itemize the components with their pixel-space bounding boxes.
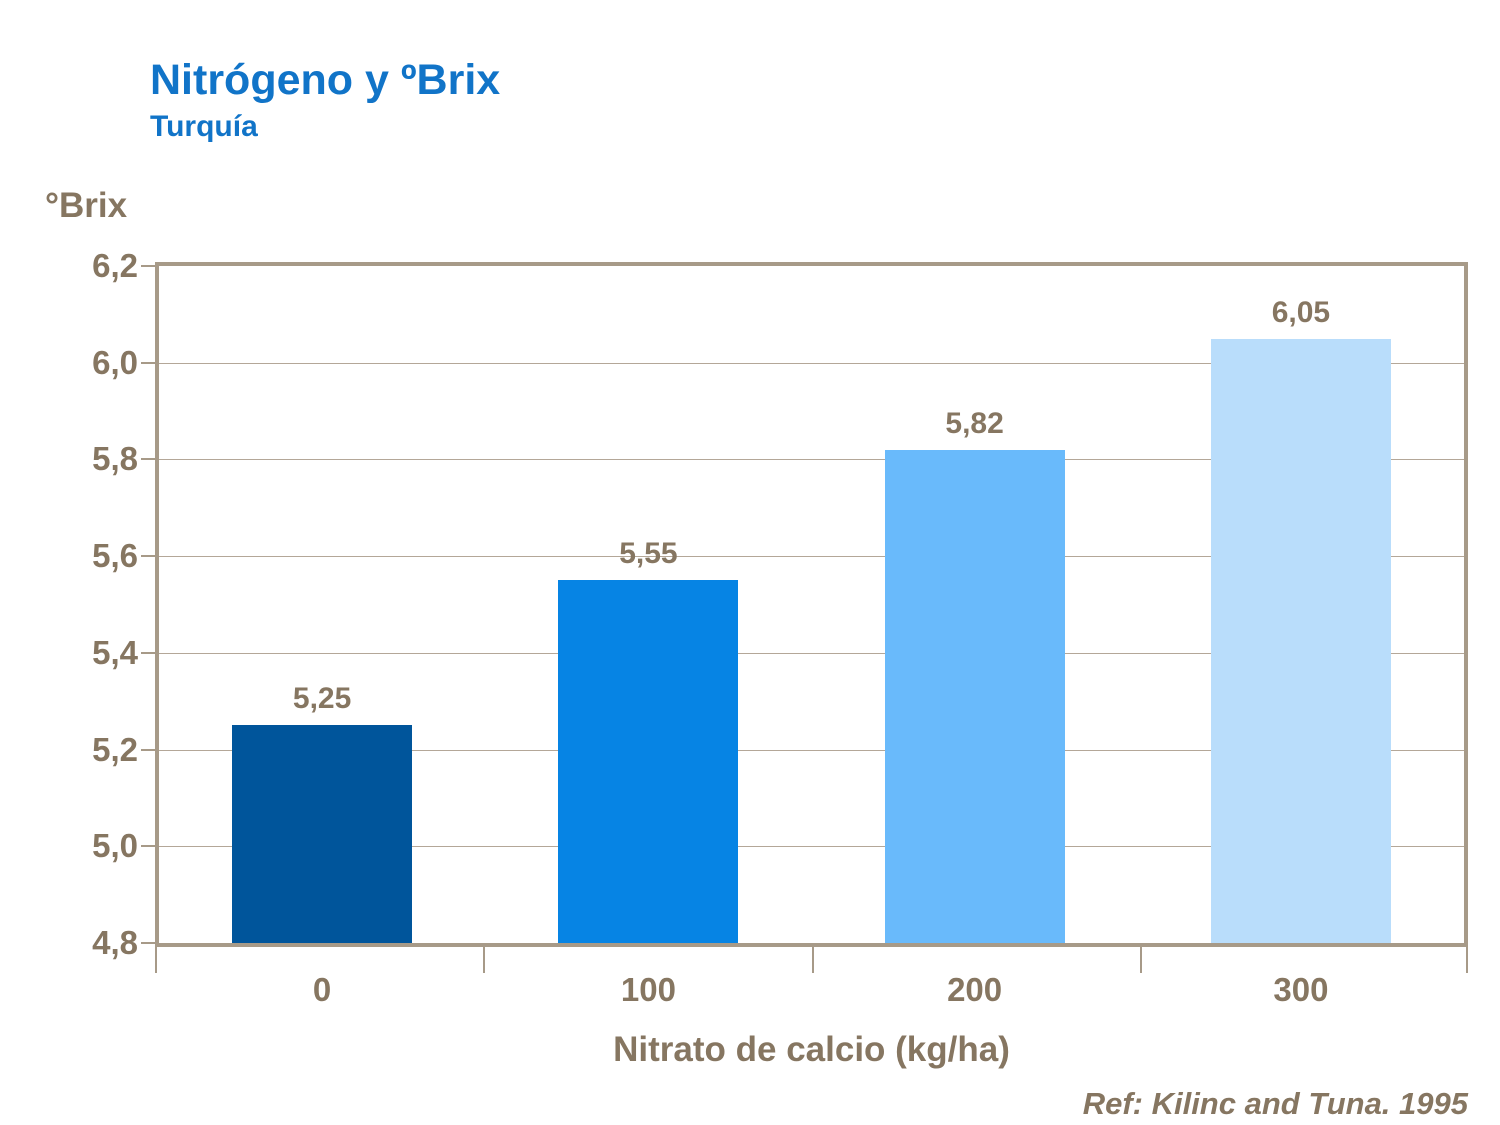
x-axis-title: Nitrato de calcio (kg/ha) — [613, 1030, 1010, 1069]
reference-note: Ref: Kilinc and Tuna. 1995 — [1082, 1086, 1468, 1121]
y-tick-mark — [141, 265, 156, 267]
bar — [1210, 338, 1391, 943]
chart-subtitle: Turquía — [150, 110, 258, 143]
y-tick-mark — [141, 651, 156, 654]
gridline — [159, 652, 1464, 654]
y-tick-label: 5,4 — [92, 633, 138, 671]
gridline — [159, 749, 1464, 751]
x-tick-label: 100 — [620, 971, 676, 1008]
y-tick-mark — [141, 942, 156, 944]
bar — [558, 580, 739, 943]
gridline — [159, 459, 1464, 461]
y-tick-label: 5,8 — [92, 440, 138, 478]
y-tick-label: 5,0 — [92, 827, 138, 865]
y-tick-label: 6,2 — [92, 247, 138, 284]
y-tick-label: 5,6 — [92, 537, 138, 575]
y-tick-mark — [141, 845, 156, 848]
gridline — [159, 556, 1464, 558]
y-tick-mark — [141, 555, 156, 558]
x-tick-mark — [811, 947, 814, 973]
x-tick-mark — [1466, 947, 1468, 973]
x-tick-mark — [483, 947, 486, 973]
y-tick-mark — [141, 748, 156, 751]
bar-value-label: 5,55 — [619, 537, 678, 571]
y-tick-label: 6,0 — [92, 343, 138, 381]
bar-value-label: 5,25 — [292, 682, 352, 716]
plot-inner: 5,25 5,55 5,82 6,05 — [159, 266, 1464, 943]
y-tick-label: 4,8 — [92, 924, 138, 961]
bar-value-label: 5,82 — [945, 406, 1004, 440]
x-tick-label: 200 — [947, 971, 1003, 1008]
y-tick-mark — [141, 458, 156, 461]
bar-value-label: 6,05 — [1271, 295, 1331, 329]
chart-title: Nitrógeno y ºBrix — [150, 56, 501, 104]
x-tick-mark — [155, 947, 157, 973]
x-tick-label: 300 — [1273, 971, 1329, 1008]
gridline — [159, 362, 1464, 364]
bar — [884, 449, 1065, 943]
y-tick-mark — [141, 361, 156, 364]
bar — [232, 725, 413, 943]
y-axis-title: °Brix — [45, 186, 128, 225]
plot-area: 5,25 5,55 5,82 6,05 — [155, 262, 1468, 947]
gridline — [159, 846, 1464, 848]
x-tick-label: 0 — [312, 971, 332, 1008]
x-tick-mark — [1139, 947, 1142, 973]
y-tick-label: 5,2 — [92, 730, 138, 768]
